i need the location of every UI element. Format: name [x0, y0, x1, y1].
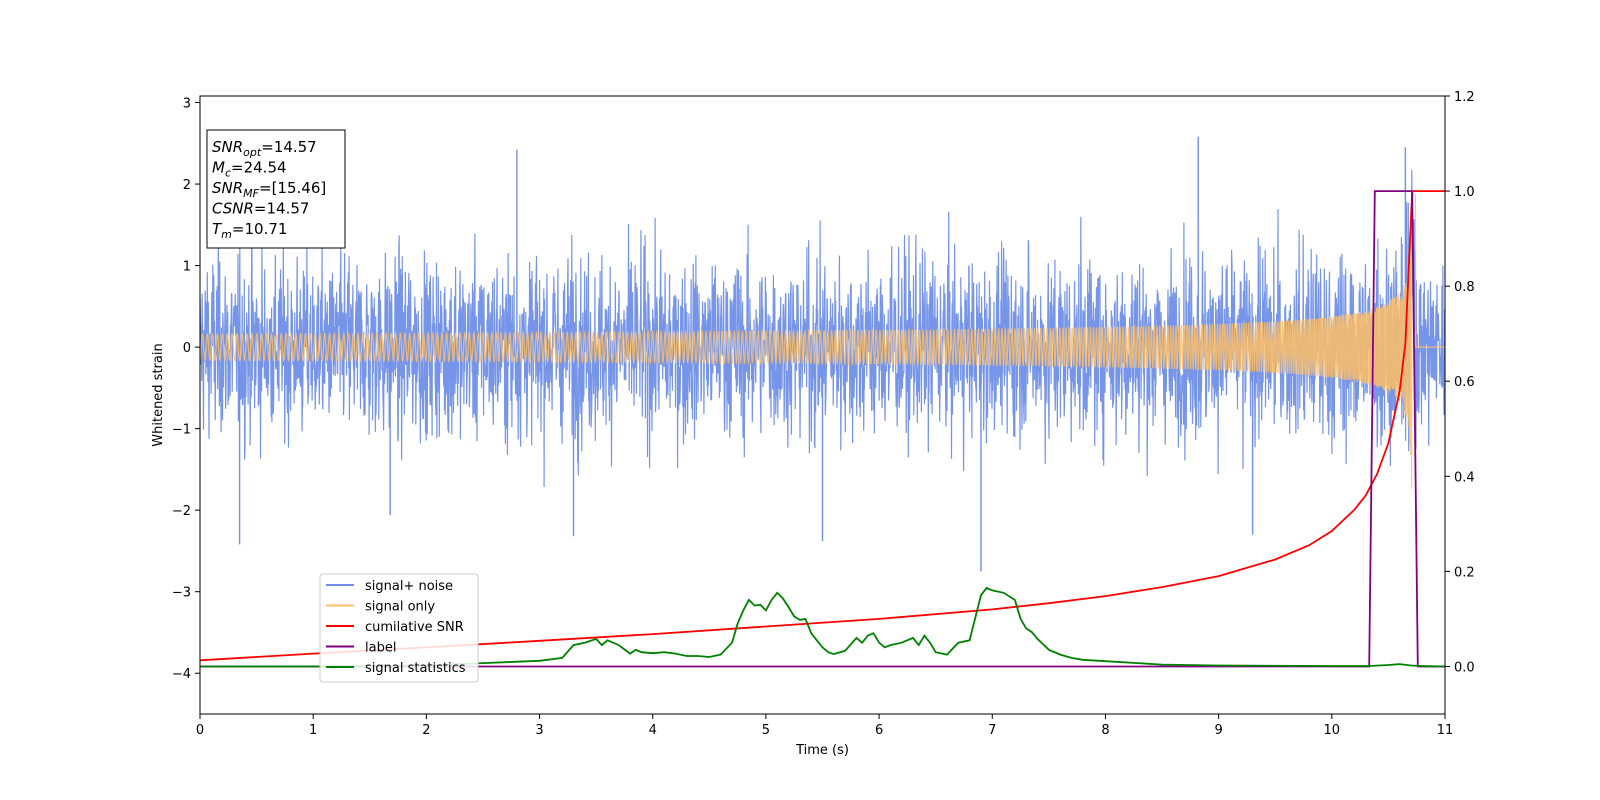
legend-frame [319, 573, 479, 683]
annotation-subscript: m [221, 228, 232, 241]
y-axis-label: Whitened strain [151, 343, 166, 446]
annotation-box: SNRopt=14.57Mc=24.54SNRMF=[15.46]CSNR=14… [206, 129, 346, 249]
annotation-symbol: T [212, 220, 223, 238]
axes-frame [199, 95, 1446, 715]
annotation-subscript: c [225, 167, 231, 180]
axes: 0 1 2 3 4 5 6 7 8 9 10 11 −4 −3 −2 −1 0 1 2 3 0.0 0.2 0.4 0.6 0.… [151, 90, 1475, 758]
y-right-tick-label: 0.6 [1454, 375, 1475, 390]
annotation-value: =24.54 [231, 159, 287, 177]
x-tick-label: 6 [875, 723, 883, 738]
y-left-tick-label: 1 [183, 260, 191, 275]
x-tick-label: 8 [1101, 723, 1109, 738]
legend-label: signal+ noise [365, 579, 453, 594]
annotation-value: =10.71 [232, 220, 288, 238]
series-signal-only-line [200, 194, 1445, 489]
annotation-line: SNRopt=14.57 [212, 138, 317, 159]
x-tick-label: 9 [1214, 723, 1222, 738]
x-tick-label: 10 [1324, 723, 1341, 738]
x-tick-label: 11 [1437, 723, 1454, 738]
x-tick-label: 2 [422, 723, 430, 738]
y-left-tick-label: 0 [183, 341, 191, 356]
y-left-tick-label: −1 [172, 423, 191, 438]
annotation-line: Mc=24.54 [212, 159, 287, 180]
y-left-tick-label: −4 [172, 667, 191, 682]
x-tick-label: 5 [762, 723, 770, 738]
y-right-tick-label: 0.0 [1454, 660, 1475, 675]
annotation-subscript: opt [243, 146, 262, 159]
annotation-line: SNRMF=[15.46] [212, 179, 326, 200]
y-left-tick-label: 2 [183, 178, 191, 193]
x-tick-label: 7 [988, 723, 996, 738]
series-cumilative-snr-line [200, 190, 1445, 662]
y-left-tick-label: −2 [172, 504, 191, 519]
annotation-symbol: SNR [212, 179, 243, 197]
annotation-symbol: SNR [212, 138, 243, 156]
annotation-line: Tm=10.71 [212, 220, 287, 241]
legend-label: cumilative SNR [365, 620, 464, 635]
legend: signal+ noise signal only cumilative SNR la… [319, 573, 479, 683]
y-right-tick-label: 0.8 [1454, 280, 1475, 295]
annotation-line: CSNR=14.57 [212, 200, 309, 218]
legend-label: signal only [365, 600, 435, 615]
annotation-symbol: CSNR [212, 200, 254, 218]
legend-label: signal statistics [365, 661, 466, 676]
annotation-value: =14.57 [254, 200, 310, 218]
y-right-tick-label: 0.4 [1454, 470, 1475, 485]
y-right-tick-label: 1.0 [1454, 185, 1475, 200]
x-axis-label: Time (s) [795, 743, 849, 758]
x-tick-label: 1 [309, 723, 317, 738]
y-left-tick-label: −3 [172, 586, 191, 601]
y-right-tick-label: 1.2 [1454, 90, 1475, 105]
y-right-tick-label: 0.2 [1454, 565, 1475, 580]
legend-label: label [365, 641, 396, 656]
annotation-symbol: M [212, 159, 225, 177]
annotation-subscript: MF [243, 187, 259, 200]
annotation-value: =14.57 [261, 138, 317, 156]
series-group [200, 136, 1445, 668]
plot-area [200, 136, 1445, 668]
annotation-frame [206, 129, 346, 249]
x-tick-label: 0 [196, 723, 204, 738]
series-signal-statistics-line [200, 586, 1445, 668]
x-tick-label: 3 [535, 723, 543, 738]
x-tick-label: 4 [649, 723, 657, 738]
y-left-tick-label: 3 [183, 97, 191, 112]
annotation-value: =[15.46] [259, 179, 326, 197]
